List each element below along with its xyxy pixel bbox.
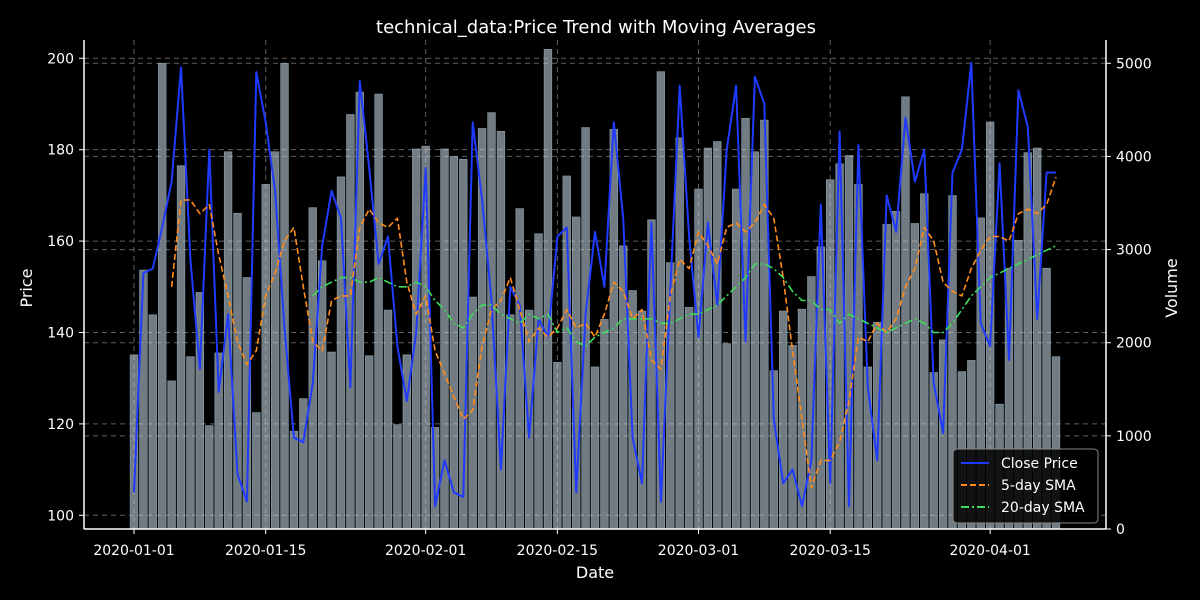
volume-bar — [139, 269, 148, 530]
y-tick-label: 160 — [47, 234, 74, 250]
volume-bar — [205, 425, 214, 530]
volume-bar — [186, 356, 195, 530]
volume-bar — [609, 129, 618, 530]
series-line-5-day-sma — [170, 176, 1057, 489]
volume-bar — [449, 156, 459, 530]
volume-bar — [468, 296, 477, 530]
legend-label: 5-day SMA — [1001, 478, 1076, 494]
chart-title: technical_data:Price Trend with Moving A… — [376, 17, 816, 38]
y2-tick-label: 1000 — [1116, 429, 1152, 445]
legend-box — [952, 448, 1099, 524]
y-axis-title: Price — [17, 268, 36, 307]
volume-bar — [722, 343, 731, 530]
legend-label: 20-day SMA — [1001, 500, 1085, 516]
volume-bar — [675, 137, 684, 530]
x-tick-label: 2020-02-15 — [517, 543, 598, 559]
volume-bar — [524, 309, 534, 530]
y2-tick-label: 3000 — [1116, 243, 1152, 259]
volume-bar — [600, 319, 609, 530]
volume-bar — [383, 309, 393, 530]
volume-bar — [515, 208, 524, 530]
volume-bar — [318, 260, 327, 530]
volume-bar — [393, 424, 402, 530]
volume-bar — [590, 366, 600, 530]
volume-bar — [684, 307, 694, 530]
volume-bar — [750, 151, 760, 530]
y-tick-label: 120 — [47, 417, 74, 433]
y2-tick-label: 2000 — [1116, 336, 1152, 352]
y-tick-label: 100 — [47, 508, 74, 524]
volume-bar — [534, 233, 543, 530]
volume-bar — [299, 398, 308, 530]
x-tick-label: 2020-03-01 — [658, 543, 739, 559]
volume-bar — [731, 188, 741, 530]
legend-label: Close Price — [1001, 456, 1078, 472]
volume-bar — [891, 211, 901, 530]
volume-bar — [779, 310, 788, 530]
y-tick-label: 200 — [47, 51, 74, 67]
x-tick-label: 2020-01-15 — [225, 543, 306, 559]
y2-axis-title: Volume — [1162, 258, 1181, 318]
series-lines — [133, 61, 1057, 508]
x-axis-title: Date — [576, 563, 614, 582]
volume-bar — [327, 351, 336, 530]
volume-bar — [308, 207, 317, 530]
y2-tick-label: 0 — [1116, 522, 1125, 538]
volume-bar — [252, 412, 261, 530]
y-tick-label: 140 — [47, 325, 74, 341]
volume-bar — [365, 355, 374, 530]
volume-bar — [477, 128, 487, 530]
x-tick-label: 2020-03-15 — [790, 543, 871, 559]
volume-bar — [543, 49, 553, 530]
x-tick-label: 2020-01-01 — [93, 543, 174, 559]
volume-bar — [289, 430, 299, 530]
volume-bar — [628, 290, 637, 530]
x-tick-label: 2020-02-01 — [385, 543, 466, 559]
volume-bar — [713, 141, 722, 530]
series-line-20-day-sma — [312, 244, 1057, 347]
volume-bar — [920, 193, 929, 530]
series-line-close-price — [133, 61, 1056, 508]
volume-bar — [703, 147, 713, 530]
volume-bar — [374, 93, 383, 530]
volume-bar — [873, 321, 882, 530]
volume-bar — [261, 184, 270, 530]
axes: 1001201401601802000100020003000400050002… — [47, 40, 1152, 559]
volume-bar — [158, 62, 167, 530]
y-tick-label: 180 — [47, 143, 74, 159]
volume-bar — [167, 380, 176, 530]
legend: Close Price 5-day SMA 20-day SMA — [952, 448, 1099, 524]
volume-bar — [647, 219, 656, 530]
volume-bar — [148, 314, 157, 530]
y2-tick-label: 4000 — [1116, 149, 1152, 165]
volume-bars — [129, 49, 1061, 530]
volume-bar — [270, 151, 280, 530]
x-tick-label: 2020-04-01 — [949, 543, 1030, 559]
volume-bar — [553, 361, 562, 530]
y2-tick-label: 5000 — [1116, 56, 1152, 72]
